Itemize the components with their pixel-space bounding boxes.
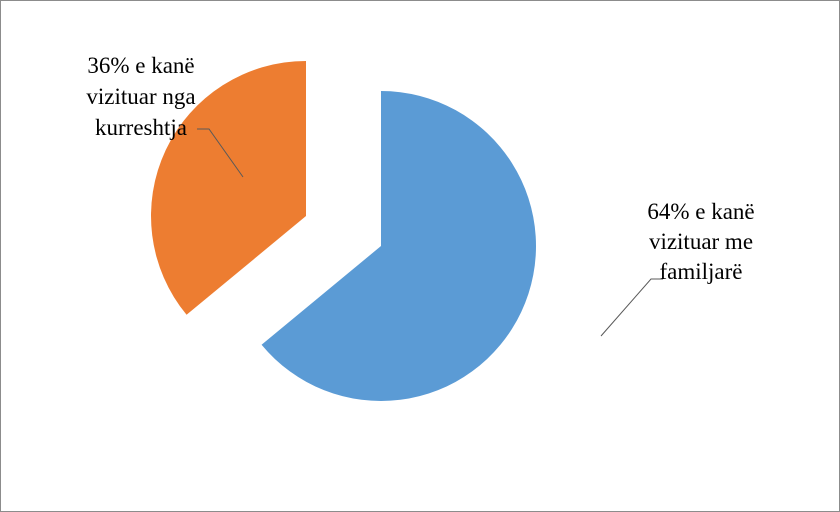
leader-line-1 <box>600 278 663 337</box>
data-label-line: vizituar me <box>649 229 753 254</box>
data-label-line: vizituar nga <box>86 84 195 109</box>
leader-line-2 <box>197 128 244 178</box>
data-label-line: familjarë <box>659 259 742 284</box>
data-label-2: 36% e kanë vizituar nga kurreshtja <box>86 53 195 140</box>
data-label-1: 64% e kanë vizituar me familjarë <box>647 199 754 284</box>
data-label-line: kurreshtja <box>95 115 187 140</box>
pie-slice-2 <box>151 61 306 315</box>
data-label-line: 36% e kanë <box>87 53 194 78</box>
data-label-line: 64% e kanë <box>647 199 754 224</box>
pie-slice-1 <box>261 91 537 401</box>
